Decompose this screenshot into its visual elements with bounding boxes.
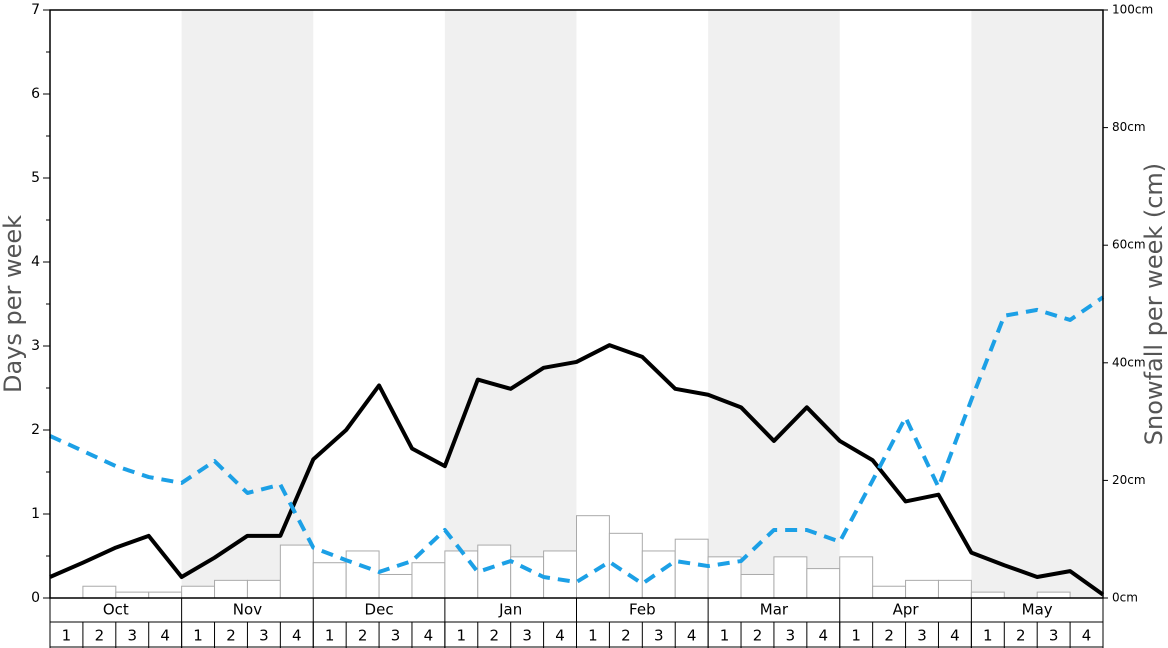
y-tick-label: 2	[31, 422, 40, 438]
bar	[641, 550, 676, 599]
week-label: 1	[720, 627, 730, 645]
week-label: 4	[292, 627, 302, 645]
bar	[740, 573, 775, 599]
week-label: 3	[522, 627, 532, 645]
month-shade	[444, 10, 577, 598]
line	[49, 295, 1105, 586]
month-label: Oct	[103, 601, 129, 619]
month-label: Apr	[893, 601, 920, 619]
bar	[839, 556, 874, 599]
week-label: 4	[160, 627, 170, 645]
month-shade	[708, 10, 840, 598]
bar	[444, 550, 479, 599]
bar	[970, 591, 1005, 599]
week-label: 1	[325, 627, 335, 645]
y-tick-label: 0	[31, 590, 40, 606]
y-tick-label: 1	[31, 506, 40, 522]
bar	[345, 550, 380, 599]
week-label: 1	[193, 627, 203, 645]
bar	[905, 579, 939, 599]
bar	[773, 556, 808, 599]
line	[49, 343, 1105, 597]
week-label: 2	[358, 627, 368, 645]
month-label: Feb	[629, 601, 656, 619]
month-label: Nov	[233, 601, 262, 619]
month-label: Mar	[760, 601, 789, 619]
bar	[312, 562, 347, 599]
bar	[378, 573, 413, 599]
y-tick-label: 6	[31, 86, 40, 102]
bar	[214, 579, 248, 599]
week-label: 2	[753, 627, 763, 645]
bar	[872, 585, 907, 599]
week-label: 3	[786, 627, 796, 645]
week-label: 4	[1082, 627, 1092, 645]
bar	[1036, 591, 1071, 599]
week-label: 4	[687, 627, 697, 645]
week-label: 1	[457, 627, 467, 645]
month-label: Dec	[365, 601, 394, 619]
month-shade	[971, 10, 1103, 598]
bar	[246, 579, 281, 599]
week-label: 4	[555, 627, 565, 645]
month-shade	[181, 10, 314, 598]
week-label: 3	[917, 627, 927, 645]
y2-tick-label: 80cm	[1112, 120, 1146, 134]
y-tick-label: 7	[31, 2, 40, 18]
week-label: 2	[489, 627, 499, 645]
week-label: 1	[62, 627, 72, 645]
bar	[510, 556, 545, 599]
week-label: 3	[654, 627, 664, 645]
bar	[148, 591, 183, 599]
week-label: 3	[259, 627, 269, 645]
bar	[181, 585, 216, 599]
week-label: 4	[950, 627, 960, 645]
bar	[115, 591, 150, 599]
y2-tick-label: 60cm	[1112, 238, 1146, 252]
week-label: 3	[1049, 627, 1059, 645]
y2-tick-label: 100cm	[1112, 3, 1153, 17]
week-label: 2	[226, 627, 236, 645]
bar	[82, 585, 117, 599]
y2-tick-label: 40cm	[1112, 355, 1146, 369]
week-label: 1	[983, 627, 993, 645]
week-label: 4	[819, 627, 829, 645]
y-tick-label: 3	[31, 338, 40, 354]
y2-axis-label: Snowfall per week (cm)	[1140, 163, 1168, 445]
week-label: 1	[851, 627, 861, 645]
week-label: 1	[588, 627, 598, 645]
week-label: 4	[424, 627, 434, 645]
y-tick-label: 5	[31, 170, 40, 186]
y2-tick-label: 0cm	[1112, 591, 1138, 605]
month-label: May	[1022, 601, 1053, 619]
bar	[411, 562, 446, 599]
week-label: 3	[127, 627, 137, 645]
bar	[477, 544, 512, 599]
month-label: Jan	[498, 601, 522, 619]
week-label: 2	[95, 627, 105, 645]
bar	[806, 568, 841, 599]
week-label: 2	[884, 627, 894, 645]
y2-tick-label: 20cm	[1112, 473, 1146, 487]
bar	[937, 579, 972, 599]
bar	[543, 550, 577, 599]
week-label: 3	[391, 627, 401, 645]
y-axis-label: Days per week	[0, 215, 27, 393]
week-label: 2	[1016, 627, 1026, 645]
bar	[576, 515, 610, 599]
week-label: 2	[621, 627, 631, 645]
bar	[279, 544, 314, 599]
bar	[674, 538, 709, 599]
y-tick-label: 4	[31, 254, 40, 270]
